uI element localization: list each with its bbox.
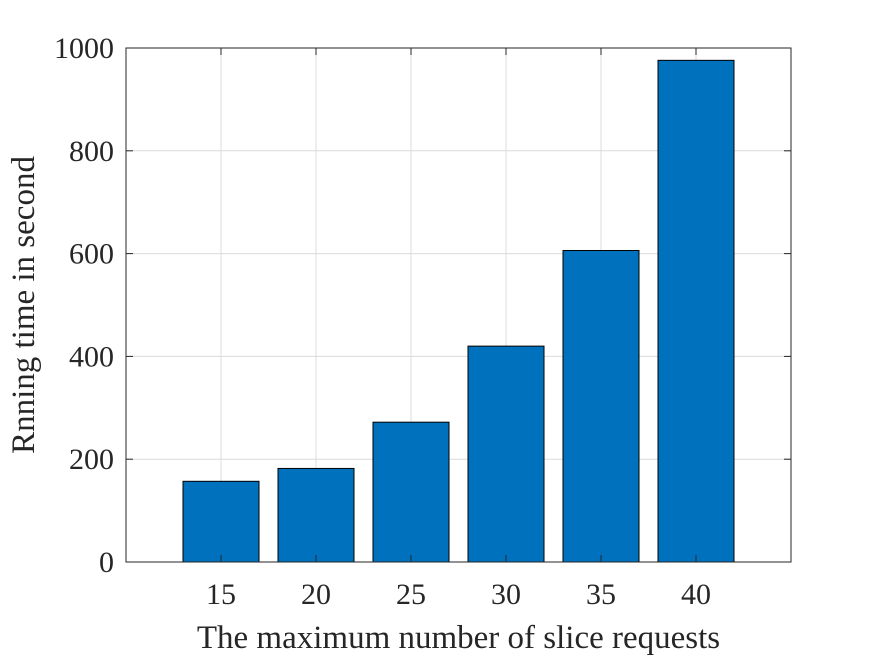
plot-area [125,47,792,563]
y-tick-label: 400 [69,340,114,373]
x-tick-label: 20 [301,578,331,611]
y-tick-label: 800 [69,135,114,168]
x-tick-label: 30 [491,578,521,611]
bar-15 [182,480,260,563]
x-tick-label: 15 [206,578,236,611]
axes-box [125,47,792,563]
y-tick-label: 600 [69,238,114,271]
y-axis-label: Rnning time in second [6,156,42,454]
bar-20 [277,467,355,563]
y-tick-label: 1000 [54,32,114,65]
y-tick-label: 200 [69,443,114,476]
x-tick-label: 25 [396,578,426,611]
x-tick-label: 35 [586,578,616,611]
bar-25 [372,421,450,563]
y-tick-label: 0 [99,546,114,579]
x-axis-label: The maximum number of slice requests [197,620,720,656]
x-tick-labels: 15 20 25 30 35 40 [206,578,711,611]
bar-30 [467,345,545,563]
bars [182,59,735,563]
y-tick-labels: 0 200 400 600 800 1000 [54,32,114,579]
axis-ticks [126,47,791,563]
bar-40 [657,59,735,563]
x-tick-label: 40 [681,578,711,611]
bar-35 [562,250,640,563]
